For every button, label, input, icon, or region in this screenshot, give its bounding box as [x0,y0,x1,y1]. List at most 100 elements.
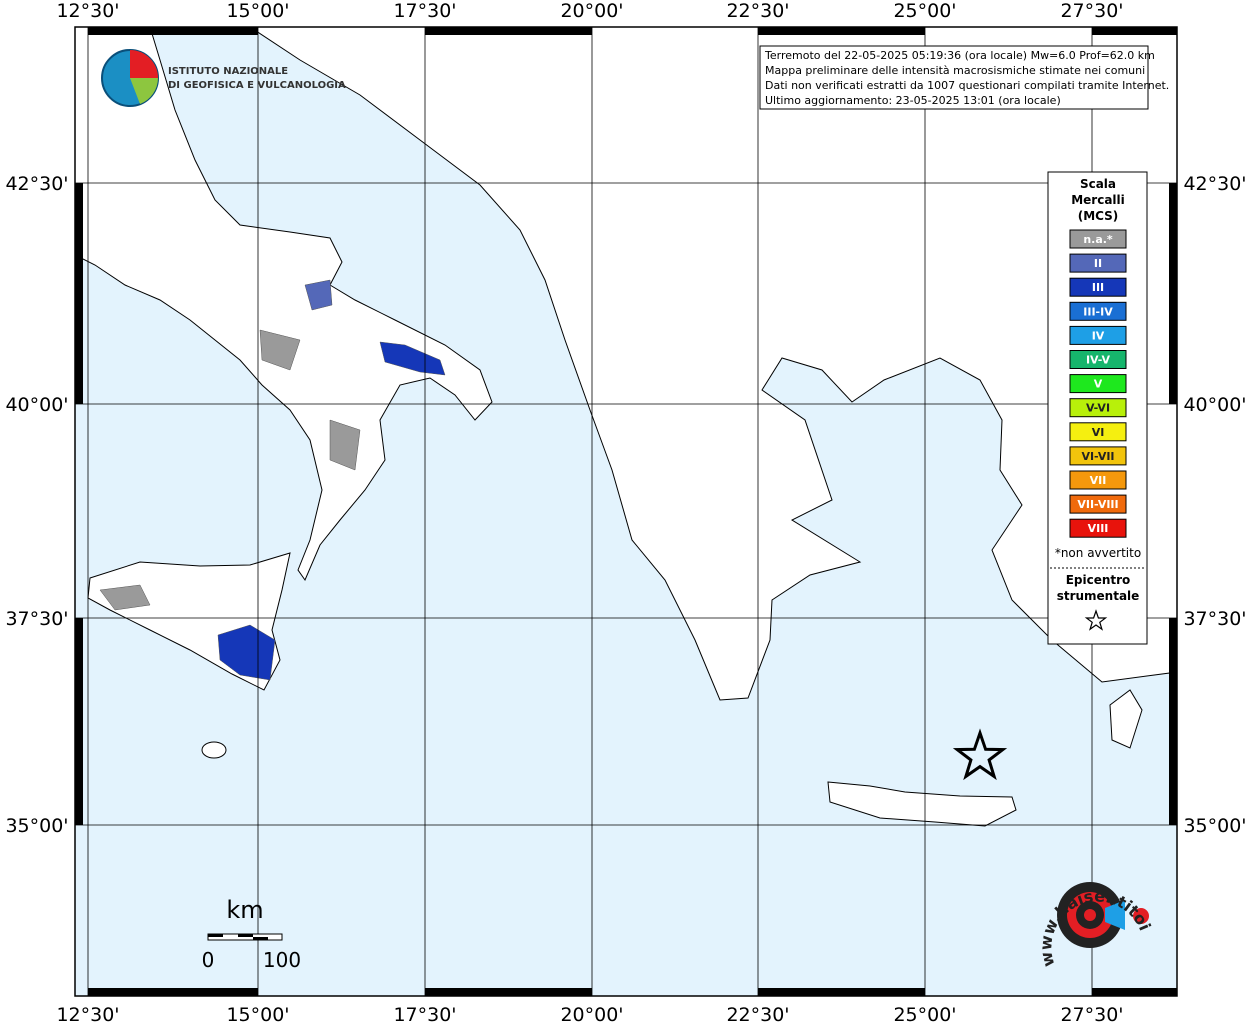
patch [329,419,361,471]
frame-band [1169,618,1177,825]
info-line: Ultimo aggiornamento: 23-05-2025 13:01 (… [765,94,1061,107]
lon-label: 17°30' [393,0,456,22]
frame-band [758,988,925,996]
lon-label: 12°30' [56,1004,119,1024]
legend-label: VI [1092,426,1105,439]
legend-swatch [1069,470,1127,490]
ingv-name: ISTITUTO NAZIONALE [168,66,288,77]
frame-band [1169,183,1177,404]
legend-title: Scala [1080,177,1116,191]
graticule [75,27,1177,996]
frame-outline [74,26,1178,997]
frame [74,26,1178,997]
frame-band [88,988,258,996]
legend-swatch [1069,229,1127,249]
legend-note: *non avvertito [1055,546,1141,560]
scale-label: 0 [202,948,215,972]
frame-band [758,27,925,35]
legend-label: VIII [1088,522,1109,535]
lon-label: 25°00' [893,0,956,22]
frame-band [75,183,83,404]
malta [201,741,227,759]
lon-label: 20°00' [560,1004,623,1024]
frame-band [1092,27,1177,35]
scale-bar-seg [253,937,268,940]
lon-label: 12°30' [56,0,119,22]
legend-swatch [1069,325,1127,345]
info-line: Terremoto del 22-05-2025 05:19:36 (ora l… [764,49,1155,62]
scale-label: 100 [263,948,301,972]
legend-title: Mercalli [1071,193,1125,207]
info-text: Terremoto del 22-05-2025 05:19:36 (ora l… [764,49,1169,107]
legend-swatch [1069,374,1127,394]
legend-label: V [1094,378,1103,391]
patch [304,279,333,311]
legend-label: n.a.* [1083,233,1113,246]
lon-label: 15°00' [226,0,289,22]
lat-label: 37°30' [1183,608,1246,630]
legend-swatch [1069,253,1127,273]
frame-band [425,988,592,996]
legend-label: VI-VII [1081,450,1114,463]
legend-label: VII [1090,474,1107,487]
legend-label: II [1094,257,1102,270]
intensity-patches [99,279,446,681]
legend-swatch [1069,446,1127,466]
lon-label: 15°00' [226,1004,289,1024]
legend-swatch [1069,422,1127,442]
crete [827,781,1017,827]
info-line: Dati non verificati estratti da 1007 que… [765,79,1169,92]
scale-bar-seg [208,934,223,937]
lon-label: 25°00' [893,1004,956,1024]
ingv-globe-segment [130,50,158,78]
patch [259,329,301,371]
scale-unit: km [226,896,263,924]
lat-label: 35°00' [1183,815,1246,837]
info-box [759,45,1149,110]
legend-swatch [1069,518,1127,538]
legend-epicenter: strumentale [1057,589,1140,603]
lat-label: 42°30' [5,173,68,195]
lat-label: 42°30' [1183,173,1246,195]
balkans [248,26,1178,701]
frame-band [425,27,592,35]
legend-label: IV [1092,329,1105,342]
legend-label: V-VI [1086,402,1110,415]
legend-label: III [1092,281,1104,294]
frame-band [1092,988,1177,996]
lon-label: 22°30' [726,1004,789,1024]
lat-label: 35°00' [5,815,68,837]
frame-band [75,618,83,825]
legend: ScalaMercalli(MCS)n.a.*IIIIIIII-IVIVIV-V… [1050,177,1145,631]
lon-label: 27°30' [1060,1004,1123,1024]
patch [99,584,151,611]
epicenter [952,728,1008,781]
lat-label: 37°30' [5,608,68,630]
lon-label: 27°30' [1060,0,1123,22]
ingv-globe-segment [130,78,158,104]
frame-band [88,27,258,35]
lon-label: 17°30' [393,1004,456,1024]
hsit-ring [1084,909,1096,921]
ingv-logo: ISTITUTO NAZIONALE DI GEOFISICA E VULCAN… [101,49,346,107]
hsit-badge [1133,908,1149,924]
legend-swatch [1069,277,1127,297]
legend-star [1084,609,1108,631]
scale-bar-seg [238,934,253,937]
patch [217,624,276,681]
scale-bar: km 0 100 [202,896,301,972]
rhodes [1109,689,1143,749]
hsit-megaphone [1105,900,1125,930]
lon-label: 22°30' [726,0,789,22]
lat-label: 40°00' [1183,394,1246,416]
lat-label: 40°00' [5,394,68,416]
legend-label: VII-VIII [1077,498,1118,511]
legend-swatch [1069,398,1127,418]
legend-title: (MCS) [1078,209,1119,223]
legend-swatch [1069,494,1127,514]
legend-label: III-IV [1083,305,1113,318]
lon-label: 20°00' [560,0,623,22]
ingv-name: DI GEOFISICA E VULCANOLOGIA [168,80,346,91]
